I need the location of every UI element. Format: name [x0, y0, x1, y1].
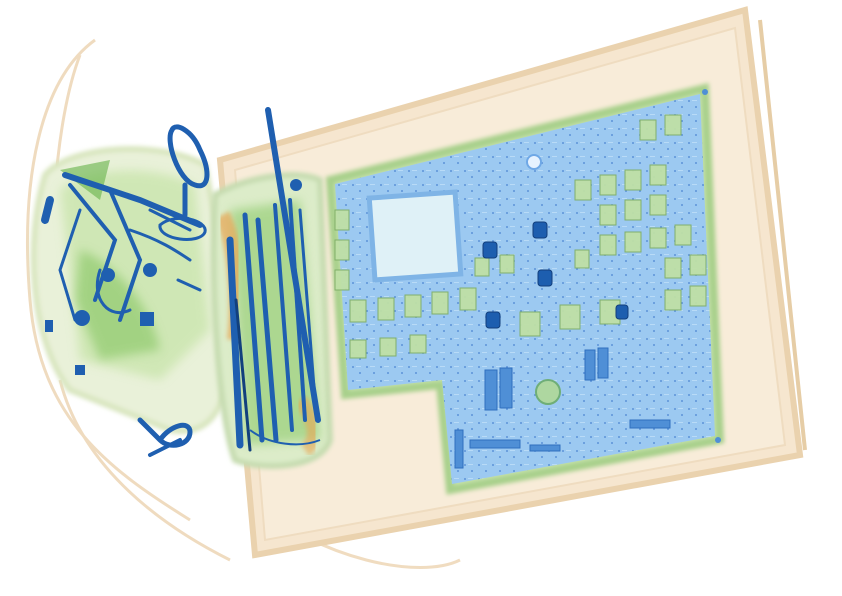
tool-roll — [210, 107, 334, 469]
clips — [137, 417, 193, 457]
circuit-board — [325, 82, 725, 495]
key-ring — [158, 124, 210, 292]
